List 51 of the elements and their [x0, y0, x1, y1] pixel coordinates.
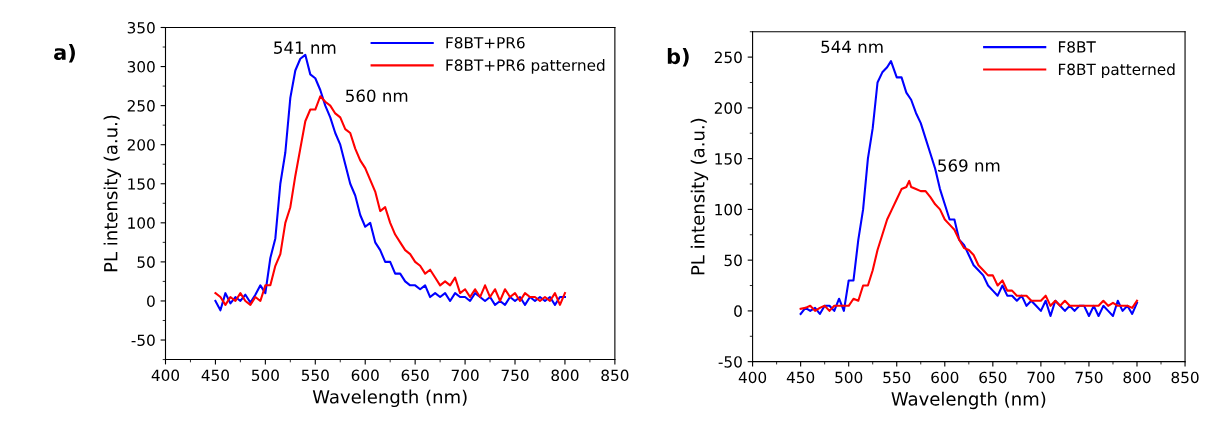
annotation: 560 nm: [346, 89, 408, 103]
x-tick-label: 550: [883, 371, 911, 384]
legend-label: F8BT+PR6: [446, 36, 525, 49]
text: b): [667, 48, 689, 67]
x-tick-label: 800: [551, 369, 579, 382]
annotation: 541 nm: [274, 41, 336, 54]
legend-label: F8BT: [1058, 41, 1096, 53]
x-tick-label: 500: [835, 371, 863, 384]
y-tick-label: 50: [724, 254, 742, 267]
line-series: [799, 179, 1139, 312]
y-tick-label: 300: [127, 61, 155, 73]
x-tick-label: 600: [931, 371, 959, 384]
annotation: 544 nm: [821, 40, 883, 54]
y-tick-label: 150: [715, 153, 742, 165]
x-axis-title: Wavelength (nm): [891, 391, 1046, 410]
x-tick-label: 400: [151, 369, 180, 382]
x-tick-label: 500: [251, 369, 279, 382]
y-tick-label: 100: [715, 203, 742, 216]
x-tick-label: 850: [601, 369, 629, 382]
y-tick-label: 250: [714, 51, 742, 64]
x-tick-label: 700: [1027, 371, 1055, 384]
x-tick-label: 400: [738, 371, 767, 384]
x-axis-title: Wavelength (nm): [312, 389, 467, 408]
legend-label: F8BT patterned: [1058, 63, 1175, 79]
x-tick-label: 450: [201, 369, 229, 382]
y-tick-label: 50: [137, 256, 155, 268]
y-tick-label: 250: [127, 100, 155, 112]
y-axis-title: PL intensity (a.u.): [690, 118, 709, 275]
x-tick-label: 650: [401, 369, 429, 382]
legend-label: F8BT+PR6 patterned: [446, 59, 605, 74]
x-tick-label: 450: [786, 371, 815, 384]
y-tick-label: 150: [128, 178, 155, 190]
text: a): [54, 44, 75, 63]
y-tick-label: -50: [131, 334, 155, 347]
y-tick-label: 0: [147, 295, 155, 307]
x-tick-label: 750: [1075, 371, 1103, 384]
x-tick-label: 650: [979, 371, 1007, 384]
x-tick-label: 600: [351, 369, 379, 382]
y-tick-label: 350: [127, 21, 155, 34]
x-tick-label: 550: [301, 369, 329, 382]
annotation: 569 nm: [938, 159, 1000, 172]
x-tick-label: 800: [1123, 371, 1151, 384]
y-tick-label: 200: [714, 102, 742, 114]
y-tick-label: 200: [127, 139, 155, 151]
y-tick-label: 0: [734, 305, 742, 317]
y-tick-label: 100: [128, 217, 155, 229]
y-axis-title: PL intensity (a.u.): [103, 115, 122, 272]
y-tick-label: -50: [718, 356, 742, 368]
x-tick-label: 750: [501, 369, 529, 382]
x-tick-label: 850: [1171, 371, 1199, 384]
x-tick-label: 700: [451, 369, 479, 382]
